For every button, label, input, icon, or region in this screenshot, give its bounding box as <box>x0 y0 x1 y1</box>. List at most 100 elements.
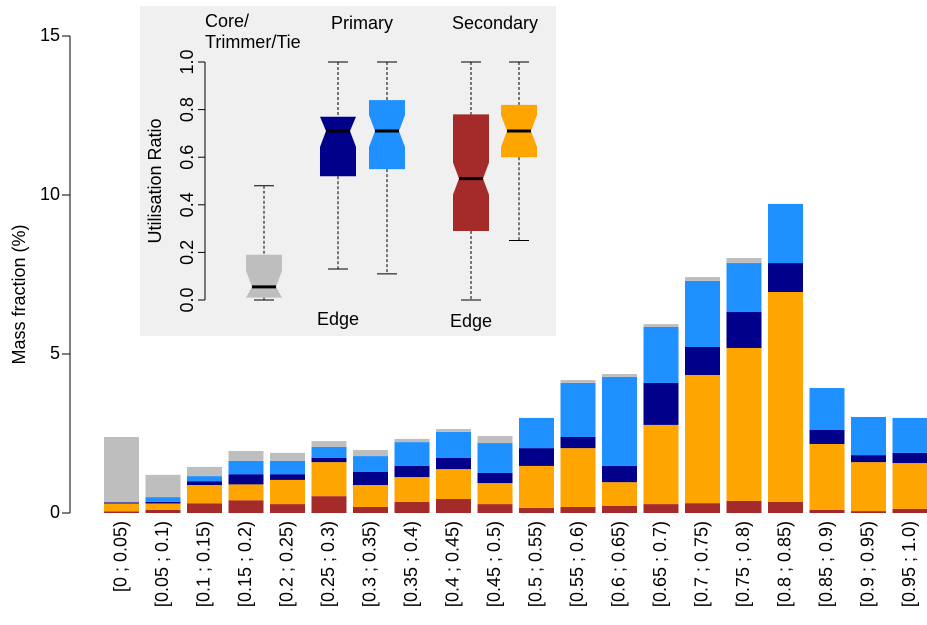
bar-segment <box>228 484 264 501</box>
x-tick-label: [0.95 ; 1.0) <box>899 521 919 607</box>
bar-segment <box>145 497 181 502</box>
bar-segment <box>477 443 513 473</box>
bar-segment <box>270 479 305 505</box>
bar-segment <box>311 446 347 458</box>
bar-segment <box>436 469 471 500</box>
y-tick-label: 0.0 <box>177 287 197 312</box>
x-tick-label: [0.3 ; 0.35) <box>359 521 379 607</box>
bar-segment <box>353 471 388 486</box>
bar-segment <box>394 465 430 478</box>
bar-segment <box>187 481 222 486</box>
x-tick-label: [0.05 ; 0.1) <box>152 521 172 607</box>
x-tick-label: [0.75 ; 0.8) <box>733 521 753 607</box>
box <box>320 116 356 177</box>
bar-segment <box>726 312 762 348</box>
bar-segment <box>187 485 222 504</box>
bar-segment <box>851 416 886 456</box>
x-tick-label: [0.65 ; 0.7) <box>650 521 670 607</box>
bar-segment <box>685 503 720 513</box>
bar-segment <box>892 463 927 509</box>
bar-segment <box>519 448 554 466</box>
bar-segment <box>436 457 471 470</box>
y-tick-label: 15 <box>40 25 60 45</box>
y-tick-label: 0.8 <box>177 97 197 122</box>
y-tick-label: 0.6 <box>177 145 197 170</box>
bar-segment <box>311 496 347 513</box>
x-tick-label: [0.9 ; 0.95) <box>857 521 877 607</box>
bar-segment <box>394 501 430 513</box>
bar-segment <box>685 374 720 504</box>
bar-segment <box>228 500 264 513</box>
bar-segment <box>353 450 388 457</box>
bar-segment <box>145 503 181 510</box>
bar-segment <box>685 280 720 348</box>
bar-segment <box>602 465 637 483</box>
group-label: Edge <box>450 311 492 331</box>
bar-segment <box>394 477 430 502</box>
bar-segment <box>477 483 513 505</box>
bar-segment <box>519 417 554 449</box>
bar-segment <box>145 509 181 513</box>
bar-segment <box>602 376 637 466</box>
bar-segment <box>187 503 222 513</box>
bar-segment <box>892 508 927 513</box>
bar-segment <box>436 429 471 432</box>
bar-segment <box>270 460 305 475</box>
bar-segment <box>643 424 679 505</box>
bar-segment <box>145 501 181 504</box>
bar-segment <box>726 347 762 501</box>
bar-segment <box>643 382 679 425</box>
bar-segment <box>560 382 596 437</box>
bar-segment <box>145 474 181 498</box>
x-tick-label: [0.2 ; 0.25) <box>276 521 296 607</box>
bar-segment <box>104 502 139 504</box>
bar-segment <box>394 438 430 443</box>
box <box>453 114 489 231</box>
bar-segment <box>643 504 679 513</box>
bar-segment <box>228 460 264 475</box>
x-tick-label: [0.55 ; 0.6) <box>567 521 587 607</box>
bar-segment <box>270 452 305 461</box>
bar-segment <box>892 452 927 464</box>
bar-segment <box>643 326 679 383</box>
bar-segment <box>311 441 347 447</box>
bar-segment <box>602 374 637 377</box>
bar-segment <box>104 511 139 513</box>
bar-segment <box>436 431 471 458</box>
y-tick-label: 0.4 <box>177 192 197 217</box>
bar-segment <box>270 504 305 513</box>
bar-segment <box>311 457 347 463</box>
bar-segment <box>809 443 845 510</box>
bar-segment <box>851 455 886 463</box>
bar-segment <box>477 436 513 444</box>
bar-segment <box>851 462 886 512</box>
y-tick-label: 10 <box>40 184 60 204</box>
x-tick-label: [0.25 ; 0.3) <box>318 521 338 607</box>
bar-segment <box>353 506 388 513</box>
bar-segment <box>726 257 762 264</box>
bar-segment <box>768 291 803 502</box>
bar-segment <box>851 511 886 513</box>
group-label: Secondary <box>452 13 538 33</box>
bar-segment <box>768 203 803 264</box>
group-label: Trimmer/Tie <box>205 32 301 52</box>
bar-segment <box>560 380 596 383</box>
x-tick-label: [0 ; 0.05) <box>110 521 130 592</box>
group-label: Edge <box>317 309 359 329</box>
bar-segment <box>560 436 596 449</box>
bar-segment <box>560 448 596 507</box>
bar-segment <box>519 465 554 508</box>
y-axis-label: Mass fraction (%) <box>9 224 29 364</box>
x-tick-label: [0.5 ; 0.55) <box>525 521 545 607</box>
bar-segment <box>685 277 720 281</box>
bar-segment <box>353 456 388 472</box>
bar-segment <box>892 417 927 453</box>
y-tick-label: 0 <box>50 502 60 522</box>
x-tick-label: [0.45 ; 0.5) <box>484 521 504 607</box>
x-tick-label: [0.85 ; 0.9) <box>816 521 836 607</box>
x-tick-label: [0.6 ; 0.65) <box>608 521 628 607</box>
bar-segment <box>602 506 637 513</box>
bar-segment <box>602 482 637 507</box>
x-tick-label: [0.1 ; 0.15) <box>193 521 213 607</box>
bar-segment <box>809 388 845 431</box>
